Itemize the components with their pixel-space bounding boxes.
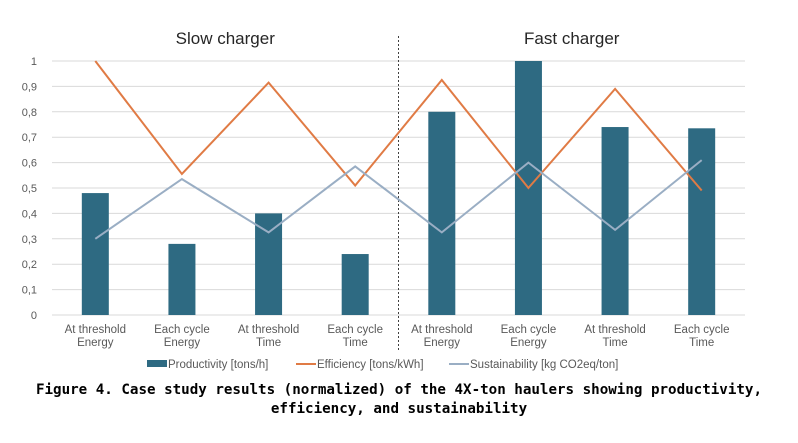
y-tick-label: 0,5 — [22, 183, 37, 195]
y-tick-label: 0 — [31, 310, 37, 322]
y-tick-label: 0,6 — [22, 158, 37, 170]
productivity-bar — [688, 128, 716, 315]
y-tick-label: 0,1 — [22, 285, 37, 297]
sustainability-line — [94, 159, 703, 240]
legend-item: Efficiency [tons/kWh] — [296, 359, 424, 371]
x-tick-label: Each cycle Time — [327, 324, 383, 349]
legend-item: Sustainability [kg CO2eq/ton] — [449, 359, 618, 371]
y-tick-label: 1 — [31, 56, 37, 68]
legend: Productivity [tons/h] Efficiency [tons/kW… — [147, 359, 618, 371]
caption-line-1: Figure 4. Case study results (normalized… — [35, 382, 763, 398]
figure-caption: Figure 4. Case study results (normalized… — [0, 381, 798, 419]
productivity-bar — [255, 213, 283, 315]
y-axis: 0 0,1 0,2 0,3 0,4 0,5 0,6 0,7 0,8 0,9 1 — [22, 56, 37, 322]
efficiency-line — [94, 60, 703, 192]
legend-label: Sustainability [kg CO2eq/ton] — [470, 359, 618, 371]
y-tick-label: 0,7 — [22, 132, 37, 144]
group-titles: Slow charger Fast charger — [176, 29, 620, 48]
x-tick-label: At threshold Time — [584, 324, 645, 349]
y-tick-label: 0,8 — [22, 107, 37, 119]
y-tick-label: 0,2 — [22, 259, 37, 271]
productivity-bar — [428, 111, 456, 315]
productivity-bar — [341, 254, 369, 315]
y-tick-label: 0,9 — [22, 81, 37, 93]
y-tick-label: 0,3 — [22, 234, 37, 246]
x-tick-label: At threshold Energy — [65, 324, 126, 349]
x-tick-label: At threshold Time — [238, 324, 299, 349]
legend-swatch — [147, 360, 167, 367]
legend-label: Efficiency [tons/kWh] — [317, 359, 424, 371]
x-tick-label: Each cycle Energy — [501, 324, 557, 349]
productivity-bar — [601, 127, 629, 315]
group-title: Slow charger — [176, 29, 276, 48]
series-lines — [94, 60, 703, 240]
group-title: Fast charger — [524, 29, 620, 48]
x-tick-label: Each cycle Energy — [154, 324, 210, 349]
x-tick-label: Each cycle Time — [674, 324, 730, 349]
productivity-bar — [81, 193, 109, 315]
legend-item: Productivity [tons/h] — [147, 359, 268, 371]
x-axis: At threshold Energy Each cycle Energy At thr… — [65, 324, 730, 349]
productivity-bars — [81, 61, 716, 315]
y-tick-label: 0,4 — [22, 208, 37, 220]
productivity-bar — [168, 243, 196, 315]
caption-line-2: efficiency, and sustainability — [270, 401, 528, 417]
chart: 0 0,1 0,2 0,3 0,4 0,5 0,6 0,7 0,8 0,9 1 Slow charg… — [22, 29, 745, 371]
x-tick-label: At threshold Energy — [411, 324, 472, 349]
legend-label: Productivity [tons/h] — [168, 359, 268, 371]
